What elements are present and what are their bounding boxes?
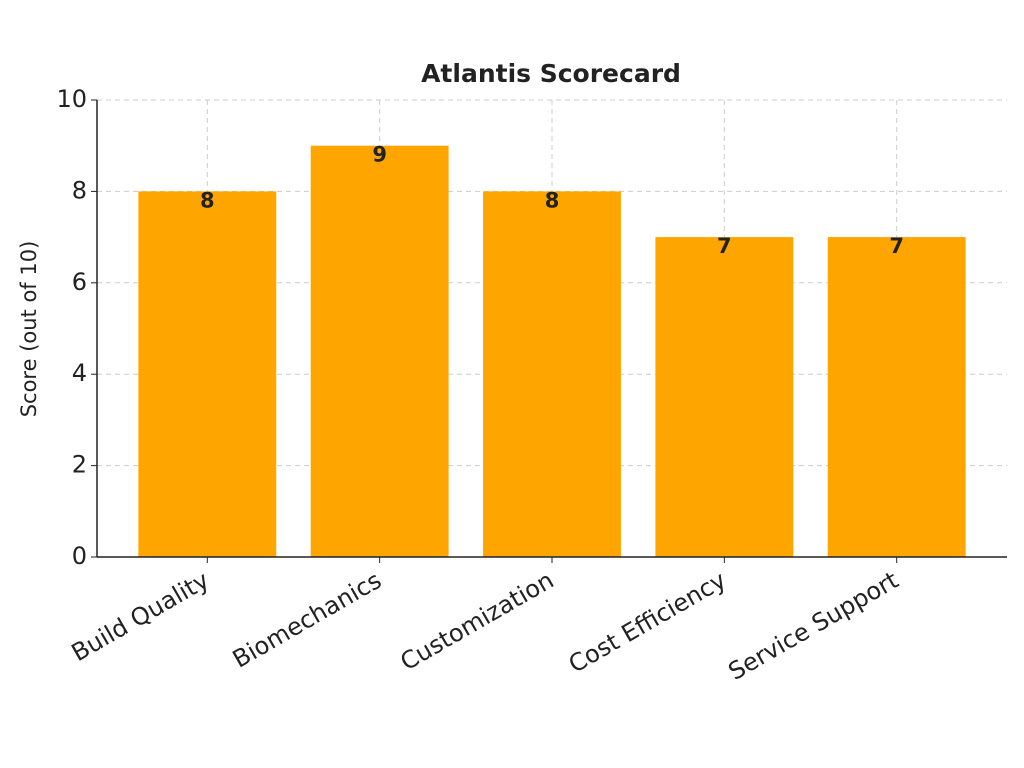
y-tick-label: 6 — [72, 268, 87, 296]
bar — [655, 237, 794, 557]
value-label: 8 — [545, 188, 560, 212]
x-tick-label: Customization — [396, 566, 559, 676]
x-tick-label: Service Support — [724, 566, 904, 686]
bar — [310, 145, 449, 557]
x-tick-label: Biomechanics — [228, 566, 386, 674]
bar — [827, 237, 966, 557]
value-label: 7 — [717, 234, 732, 258]
value-label: 8 — [200, 188, 215, 212]
chart-title: Atlantis Scorecard — [421, 59, 681, 88]
x-tick-label: Build Quality — [67, 566, 214, 667]
bar — [138, 191, 277, 557]
y-axis-label: Score (out of 10) — [17, 241, 41, 418]
y-tick-label: 0 — [72, 542, 87, 570]
value-label: 9 — [372, 143, 387, 167]
y-tick-label: 10 — [56, 85, 87, 113]
x-tick-label: Cost Efficiency — [564, 566, 731, 679]
y-tick-label: 2 — [72, 451, 87, 479]
y-tick-label: 8 — [72, 176, 87, 204]
bar — [483, 191, 621, 557]
y-tick-label: 4 — [72, 359, 87, 387]
value-label: 7 — [889, 234, 904, 258]
